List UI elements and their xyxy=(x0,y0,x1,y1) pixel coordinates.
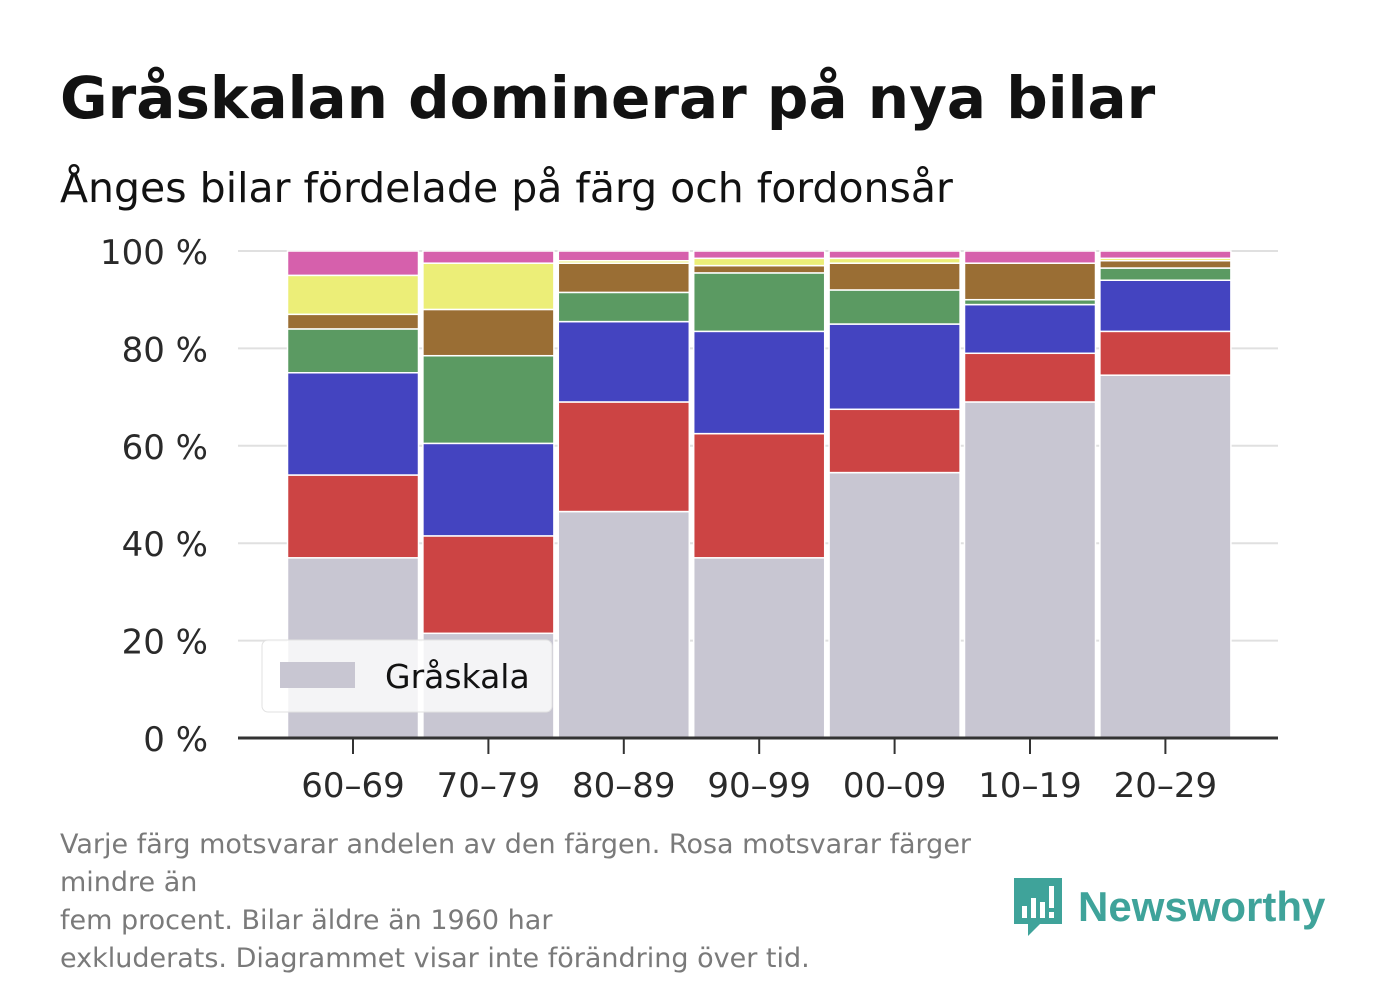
bar-segment xyxy=(692,257,826,267)
x-tick-label: 60–69 xyxy=(301,766,405,806)
stacked-bar-chart: 0 % 20 % 40 % 60 % 80 % 100 % 60–69 70–79 80–89… xyxy=(100,233,1278,806)
bar-segment xyxy=(286,372,420,476)
y-axis-ticks: 0 % 20 % 40 % 60 % 80 % 100 % xyxy=(100,233,208,760)
y-tick-label: 20 % xyxy=(122,623,208,663)
bar-segment xyxy=(828,471,961,739)
bar-segment xyxy=(422,442,555,537)
bar-segment xyxy=(692,330,826,435)
bar-segment xyxy=(692,272,826,333)
legend-swatch-graskala xyxy=(280,662,355,688)
x-tick-label: 80–89 xyxy=(572,766,676,806)
brand-name: Newsworthy xyxy=(1078,883,1326,930)
bar-segment xyxy=(1099,279,1232,333)
bar-segment xyxy=(422,262,555,311)
bar-segment xyxy=(557,401,691,513)
footnote: Varje färg motsvarar andelen av den färg… xyxy=(60,826,1000,978)
y-tick-label: 40 % xyxy=(122,525,208,565)
bar-segment xyxy=(963,303,1097,355)
bar-segment xyxy=(828,408,961,474)
bar-segment xyxy=(828,262,961,291)
x-tick-label: 70–79 xyxy=(437,766,541,806)
legend: Gråskala xyxy=(261,639,553,713)
bar-segment xyxy=(286,474,420,559)
bar-segment xyxy=(422,354,555,445)
x-tick-label: 00–09 xyxy=(843,766,947,806)
bar-segment xyxy=(1099,259,1232,269)
footnote-line-2: fem procent. Bilar äldre än 1960 har xyxy=(60,905,553,936)
chart-title: Gråskalan dominerar på nya bilar xyxy=(60,64,1156,132)
bar-segment xyxy=(557,291,691,323)
bar-segment xyxy=(1099,250,1232,260)
bar-segment xyxy=(422,250,555,264)
bar-segment xyxy=(963,352,1097,403)
bar-segment xyxy=(1099,330,1232,376)
bar-segment xyxy=(286,274,420,316)
footnote-line-1: Varje färg motsvarar andelen av den färg… xyxy=(60,829,972,898)
x-tick-label: 20–29 xyxy=(1114,766,1218,806)
bar-segment xyxy=(286,313,420,330)
y-tick-label: 0 % xyxy=(143,720,208,760)
newsworthy-logo-icon xyxy=(1014,878,1062,936)
bar-segment xyxy=(692,557,826,739)
bar-segment xyxy=(828,250,961,260)
legend-label-graskala: Gråskala xyxy=(385,657,530,696)
bar-segment xyxy=(557,262,691,294)
legend-box xyxy=(261,639,553,713)
y-tick-label: 100 % xyxy=(100,233,208,273)
bar-segment xyxy=(422,308,555,357)
bar-segment xyxy=(828,289,961,325)
bar-segment xyxy=(1099,267,1232,281)
brand: Newsworthy xyxy=(1010,874,1325,940)
x-tick-label: 90–99 xyxy=(707,766,811,806)
bar-segment xyxy=(963,250,1097,264)
bar-segment xyxy=(692,264,826,274)
bar-segment xyxy=(286,250,420,277)
bar-segment xyxy=(963,262,1097,301)
bar-segment xyxy=(692,250,826,260)
x-tick-label: 10–19 xyxy=(978,766,1082,806)
y-tick-label: 80 % xyxy=(122,330,208,370)
chart-subtitle: Ånges bilar fördelade på färg och fordon… xyxy=(60,164,953,212)
x-axis-ticks: 60–69 70–79 80–89 90–99 00–09 10–19 20–29 xyxy=(301,738,1217,806)
bar-segment xyxy=(1099,374,1232,739)
bar-segment xyxy=(963,401,1097,739)
bar-segment xyxy=(828,323,961,411)
y-tick-label: 60 % xyxy=(122,428,208,468)
bar-segment xyxy=(557,320,691,403)
bar-segment xyxy=(286,328,420,374)
bar-segment xyxy=(692,432,826,559)
bar-segment xyxy=(557,250,691,262)
bar-segment xyxy=(557,510,691,739)
bar-segment xyxy=(422,535,555,635)
footnote-line-3: exkluderats. Diagrammet visar inte förän… xyxy=(60,943,810,974)
